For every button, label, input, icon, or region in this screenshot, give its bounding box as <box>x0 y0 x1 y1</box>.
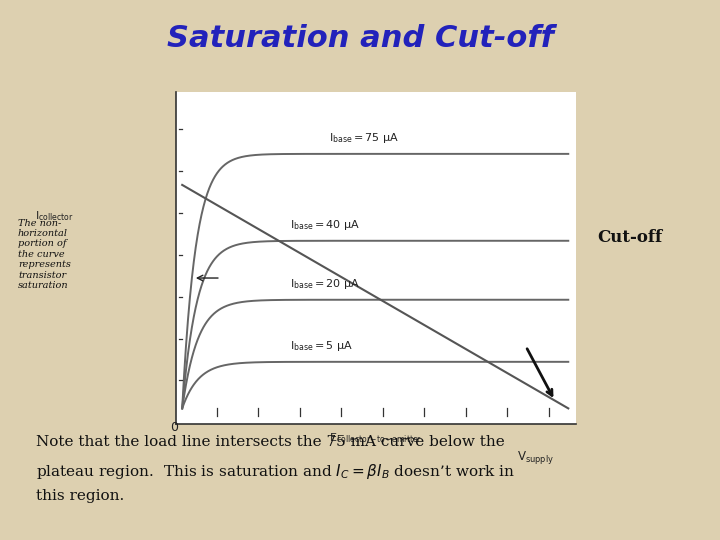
Text: $\mathrm{I_{base} = 40\ \mu A}$: $\mathrm{I_{base} = 40\ \mu A}$ <box>290 218 361 232</box>
Text: $\mathrm{I_{base} = 75\ \mu A}$: $\mathrm{I_{base} = 75\ \mu A}$ <box>329 131 399 145</box>
Text: 0: 0 <box>171 421 179 434</box>
Text: $\mathrm{I_{collector}}$: $\mathrm{I_{collector}}$ <box>35 209 73 223</box>
Text: this region.: this region. <box>36 489 125 503</box>
Text: $\mathrm{V_{supply}}$: $\mathrm{V_{supply}}$ <box>517 449 554 465</box>
Text: $\mathrm{I_{base} = 5\ \mu A}$: $\mathrm{I_{base} = 5\ \mu A}$ <box>290 339 354 353</box>
Text: Saturation and Cut-off: Saturation and Cut-off <box>166 24 554 53</box>
Text: $\mathrm{I_{base} = 20\ \mu A}$: $\mathrm{I_{base} = 20\ \mu A}$ <box>290 276 361 291</box>
Text: Note that the load line intersects the 75 mA curve below the: Note that the load line intersects the 7… <box>36 435 505 449</box>
Text: The non-
horizontal
portion of
the curve
represents
transistor
saturation: The non- horizontal portion of the curve… <box>18 219 71 290</box>
Text: $\mathrm{E_{collector\!-\!to\!-\!emitter}}$: $\mathrm{E_{collector\!-\!to\!-\!emitter… <box>328 431 422 446</box>
Text: Cut-off: Cut-off <box>598 229 662 246</box>
Text: plateau region.  This is saturation and $I_C = \beta I_B$ doesn’t work in: plateau region. This is saturation and $… <box>36 462 516 481</box>
